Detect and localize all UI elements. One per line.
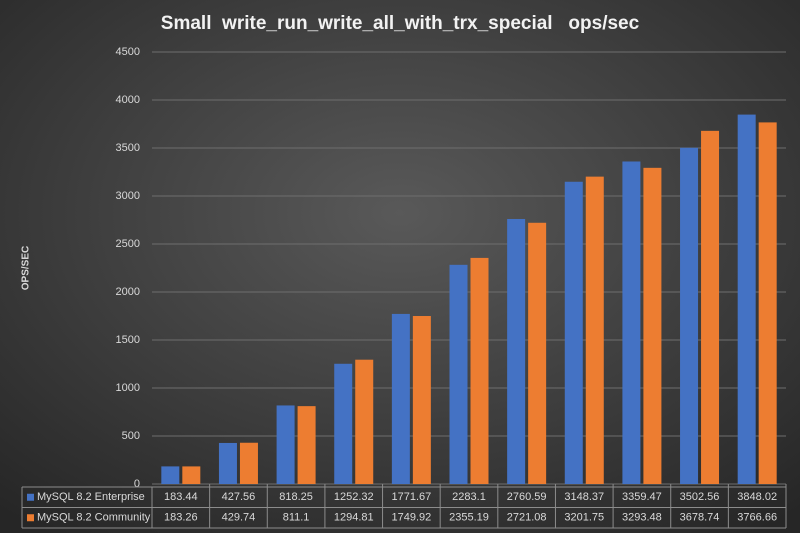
table-value: 3201.75 [564, 512, 604, 524]
bar [701, 130, 720, 485]
bar [161, 466, 180, 484]
bar [585, 176, 604, 484]
bar [643, 167, 662, 484]
table-value: 183.44 [164, 491, 198, 503]
bar [355, 359, 374, 484]
bar [622, 161, 641, 484]
bar [182, 466, 201, 484]
table-value: 183.26 [164, 512, 198, 524]
y-tick-label: 3000 [116, 190, 140, 202]
bar [239, 442, 258, 484]
bar [412, 316, 431, 484]
table-value: 1749.92 [391, 512, 431, 524]
table-value: 3293.48 [622, 512, 662, 524]
table-value: 2760.59 [507, 491, 547, 503]
table-value: 1294.81 [334, 512, 374, 524]
table-value: 2721.08 [507, 512, 547, 524]
table-value: 811.1 [283, 512, 310, 524]
chart-title: Small write_run_write_all_with_trx_speci… [161, 13, 640, 34]
y-tick-label: 0 [134, 478, 140, 490]
y-axis-label: OPS/SEC [21, 246, 32, 290]
table-value: 2355.19 [449, 512, 489, 524]
table-value: 1771.67 [391, 491, 431, 503]
y-tick-label: 3500 [116, 142, 140, 154]
y-tick-label: 1500 [116, 334, 140, 346]
table-value: 3359.47 [622, 491, 662, 503]
y-tick-label: 4000 [116, 94, 140, 106]
table-value: 3148.37 [564, 491, 604, 503]
table-value: 2283.1 [452, 491, 486, 503]
table-value: 427.56 [222, 491, 256, 503]
table-value: 3766.66 [737, 512, 777, 524]
bar [507, 218, 526, 485]
legend-swatch [27, 493, 34, 501]
table-value: 429.74 [222, 512, 256, 524]
bar [737, 114, 756, 484]
y-tick-label: 1000 [116, 382, 140, 394]
legend-swatch [27, 514, 34, 522]
table-value: 3848.02 [737, 491, 777, 503]
table-value: 818.25 [279, 491, 313, 503]
table-value: 1252.32 [334, 491, 374, 503]
y-tick-label: 2000 [116, 286, 140, 298]
bar [297, 406, 316, 484]
legend-label: MySQL 8.2 Enterprise [37, 491, 145, 503]
bar [449, 264, 468, 484]
bar [218, 442, 237, 484]
bar [391, 313, 410, 484]
bar [564, 181, 583, 485]
bar [334, 363, 353, 484]
table-value: 3678.74 [680, 512, 720, 524]
bar [758, 122, 777, 485]
legend-label: MySQL 8.2 Community [37, 512, 151, 524]
y-tick-label: 2500 [116, 238, 140, 250]
y-tick-label: 4500 [116, 46, 140, 58]
bar [528, 222, 547, 485]
y-tick-label: 500 [122, 430, 140, 442]
bar [680, 147, 699, 484]
bar [470, 257, 489, 484]
bar [276, 405, 295, 484]
table-value: 3502.56 [680, 491, 720, 503]
